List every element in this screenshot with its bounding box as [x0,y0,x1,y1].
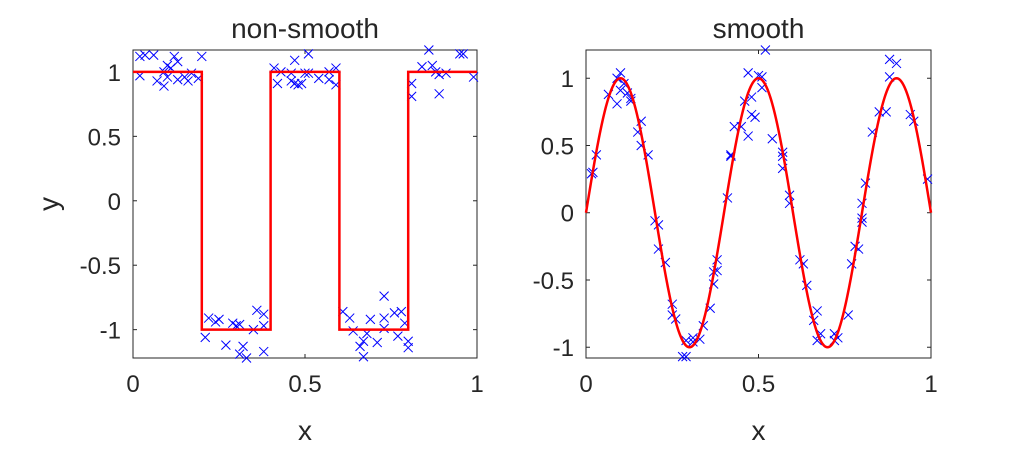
data-point-x-marker [760,45,771,55]
data-point-x-marker [251,305,262,316]
axes-box [132,49,478,359]
data-point-x-marker [423,45,434,55]
data-point-x-marker [344,313,355,323]
data-point-x-marker [612,73,622,84]
data-point-x-marker [681,351,691,362]
data-point-x-marker [843,310,854,320]
data-point-x-marker [372,337,383,348]
data-point-x-marker [358,351,369,362]
data-point-x-marker [615,85,626,96]
x-tick-label: 0 [579,371,592,398]
data-point-x-marker [417,61,427,72]
data-point-x-marker [393,331,403,341]
data-point-x-marker [241,353,252,363]
data-point-x-marker [884,54,895,65]
x-axis-label: x [752,415,766,446]
data-point-x-marker [881,107,892,117]
data-point-x-marker [355,341,365,352]
data-point-x-marker [427,60,438,71]
data-point-x-marker [615,68,626,78]
data-point-x-marker [365,314,376,325]
true-function-line [584,76,933,349]
data-point-x-marker [677,351,688,362]
data-point-x-marker [140,50,150,61]
data-point-x-marker [812,306,823,316]
data-point-x-marker [286,68,297,79]
data-point-x-marker [196,51,207,62]
data-point-x-marker [441,68,451,79]
data-point-x-marker [396,306,407,317]
data-point-x-marker [172,74,183,85]
data-point-x-marker [303,68,314,79]
data-point-x-marker [172,56,183,67]
x-axis-label: x [298,415,312,446]
data-point-x-marker [454,49,465,59]
x-tick-label: 1 [924,371,937,398]
data-point-x-marker [300,68,310,79]
data-point-x-marker [289,78,300,89]
subplot-2: 0 0.5 1 1 0.5 0 -0.5 -1 smooth x [533,13,938,446]
data-point-x-marker [183,76,193,86]
data-point-x-marker [379,313,389,323]
data-point-x-marker [221,340,231,350]
true-function-line [133,70,477,331]
data-point-x-marker [234,349,245,359]
data-point-x-marker [148,50,159,61]
y-tick-label: 0.5 [88,124,121,151]
data-point-x-marker [458,49,469,59]
data-point-x-marker [757,72,767,82]
subplot-title: smooth [713,13,805,44]
data-point-x-marker [612,98,622,109]
y-tick-label: -0.5 [80,253,121,280]
y-tick-label: -1 [100,318,121,345]
data-point-x-marker [434,88,445,99]
y-tick-label: 0 [108,189,121,216]
x-tick-label: 0.5 [742,371,775,398]
data-point-x-marker [468,72,479,82]
data-point-x-marker [186,68,197,79]
data-point-x-marker [379,291,389,301]
data-point-x-marker [238,341,248,352]
data-point-x-marker [313,73,324,84]
data-point-x-marker [152,76,162,86]
data-point-x-marker [379,323,389,334]
data-point-x-marker [159,81,169,91]
data-point-x-marker [234,319,245,330]
data-point-x-marker [289,55,300,66]
data-point-x-marker [324,74,334,85]
data-point-x-marker [750,112,760,123]
data-point-x-marker [296,78,307,89]
data-point-x-marker [200,332,211,343]
y-tick-label: 1 [561,66,574,93]
y-tick-label: 0.5 [541,133,574,160]
data-point-x-marker [303,49,314,59]
data-point-x-marker [214,314,224,325]
y-tick-label: 0 [561,201,574,228]
data-point-x-marker [293,79,303,90]
data-point-x-marker [272,78,283,89]
data-point-x-marker [162,72,173,82]
data-point-x-marker [743,68,754,78]
data-point-x-marker [403,342,414,353]
data-point-x-marker [203,313,214,323]
x-tick-label: 1 [470,371,483,398]
data-point-x-marker [743,131,754,141]
data-point-x-marker [767,133,778,144]
data-point-x-marker [258,309,269,320]
y-tick-label: -1 [553,335,574,362]
data-point-x-marker [169,51,180,62]
x-tick-label: 0 [126,371,139,398]
x-tick-label: 0.5 [288,371,321,398]
y-tick-label: 1 [108,60,121,87]
data-point-x-marker [348,326,359,336]
axes-box [585,49,932,359]
subplot-title: non-smooth [231,13,379,44]
data-point-x-marker [891,58,902,69]
subplot-1: 0 0.5 1 1 0.5 0 -0.5 -1 non-smooth x y [33,13,484,446]
y-tick-label: -0.5 [533,268,574,295]
data-point-x-marker [258,346,269,357]
y-axis-label: y [33,197,64,211]
data-point-x-marker [358,336,369,347]
